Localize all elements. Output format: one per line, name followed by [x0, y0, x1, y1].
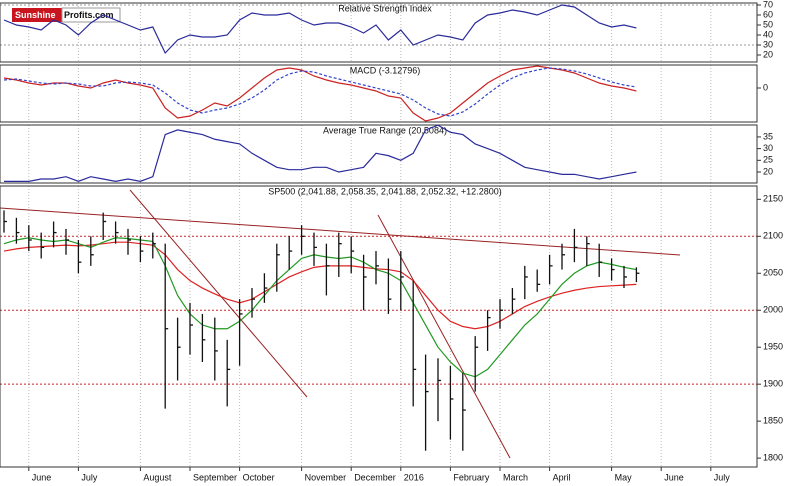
panel-title: Average True Range (20.5084): [323, 125, 447, 135]
y-tick-label: 0: [763, 82, 768, 92]
panel-title: SP500 (2,041.88, 2,058.35, 2,041.88, 2,0…: [268, 186, 501, 196]
logo-text: Sunshine: [15, 10, 56, 20]
y-tick-label: 2050: [763, 268, 783, 278]
y-tick-label: 50: [763, 19, 773, 29]
logo-text: Profits.com: [64, 10, 114, 20]
x-tick-label: March: [503, 472, 528, 482]
y-tick-label: 40: [763, 29, 773, 39]
x-tick-label: April: [553, 472, 571, 482]
y-tick-label: 20: [763, 49, 773, 59]
y-tick-label: 70: [763, 0, 773, 9]
y-tick-label: 20: [763, 166, 773, 176]
x-tick-label: November: [305, 472, 347, 482]
panel-frame: [0, 185, 758, 468]
series-line: [4, 124, 637, 183]
x-tick-label: July: [714, 472, 731, 482]
x-tick-label: May: [615, 472, 633, 482]
series-line: [3, 241, 637, 330]
y-tick-label: 2100: [763, 231, 783, 241]
trendline: [377, 214, 511, 459]
x-tick-label: June: [32, 472, 52, 482]
series-line: [3, 67, 637, 117]
y-tick-label: 1800: [763, 453, 783, 463]
y-tick-label: 35: [763, 131, 773, 141]
trendlines: [0, 189, 681, 459]
trendline: [0, 207, 681, 256]
y-tick-label: 1950: [763, 342, 783, 352]
y-tick-label: 30: [763, 39, 773, 49]
x-tick-label: December: [354, 472, 396, 482]
y-tick-label: 2000: [763, 305, 783, 315]
panel-frame: [0, 124, 758, 184]
y-tick-label: 25: [763, 155, 773, 165]
x-tick-label: August: [143, 472, 172, 482]
series-line: [3, 4, 637, 55]
x-tick-label: July: [81, 472, 98, 482]
panel-frame: [0, 64, 758, 123]
panel-title: MACD (-3.12796): [350, 65, 421, 75]
panel-title: Relative Strength Index: [338, 3, 432, 13]
y-tick-label: 1900: [763, 379, 783, 389]
y-tick-label: 1850: [763, 416, 783, 426]
series-line: [3, 237, 637, 378]
panel-frame: [0, 2, 758, 63]
x-tick-label: October: [243, 472, 275, 482]
x-tick-label: February: [453, 472, 490, 482]
logo-box: [12, 8, 62, 22]
x-tick-label: September: [193, 472, 237, 482]
x-tick-label: 2016: [404, 472, 424, 482]
x-tick-label: June: [664, 472, 684, 482]
y-tick-label: 30: [763, 143, 773, 153]
y-tick-label: 60: [763, 9, 773, 19]
trendline: [129, 189, 308, 398]
y-tick-label: 2150: [763, 194, 783, 204]
logo-box: [61, 7, 121, 23]
series-line: [3, 65, 637, 122]
